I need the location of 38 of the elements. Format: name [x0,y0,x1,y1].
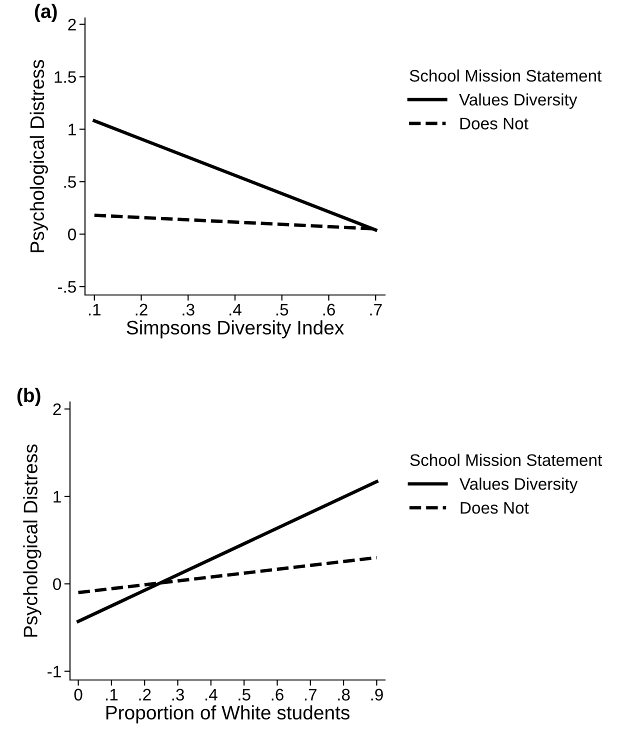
x-tick-label: .9 [371,688,383,701]
x-tick-label: .2 [136,304,148,316]
legend-label: Values Diversity [460,478,578,494]
x-axis-title: Proportion of White students [106,705,350,724]
x-tick-label: .6 [272,688,284,701]
y-tick-label: 1.5 [54,71,76,83]
x-tick-label: .8 [338,688,350,701]
chart-title: (a) [34,4,57,22]
x-tick-label: .3 [182,304,194,316]
x-tick-label: .2 [139,688,151,700]
y-tick-label: .5 [64,176,76,188]
y-axis-title: Psychological Distress [23,444,42,637]
x-tick-label: .4 [205,688,218,700]
y-tick-label: 1 [68,124,76,136]
y-tick-label: 0 [53,578,62,590]
x-tick-label: .7 [304,688,317,700]
x-tick-label: .4 [230,304,242,316]
chart-title: (b) [17,388,40,406]
y-tick-label: 0 [68,228,76,240]
y-tick-label: 1 [54,490,61,502]
y-tick-label: -1 [48,666,61,678]
y-tick-label: 2 [68,18,76,30]
x-tick-label: .1 [106,688,118,700]
x-tick-label: .6 [323,304,335,316]
legend-title: School Mission Statement [410,69,602,82]
x-tick-label: .1 [88,304,101,316]
legend-label: Does Not [460,502,529,514]
x-tick-label: .5 [276,304,288,316]
legend-label: Does Not [460,118,528,130]
x-tick-label: .3 [172,688,184,701]
y-tick-label: 2 [53,403,61,416]
x-axis-title: Simpsons Diversity Index [126,320,344,338]
x-tick-label: .5 [238,688,250,701]
legend-label: Values Diversity [459,93,578,109]
x-tick-label: .7 [370,304,382,316]
legend-title: School Mission Statement [410,454,602,466]
y-axis-title: Psychological Distress [30,60,48,252]
y-tick-label: -.5 [58,281,76,293]
